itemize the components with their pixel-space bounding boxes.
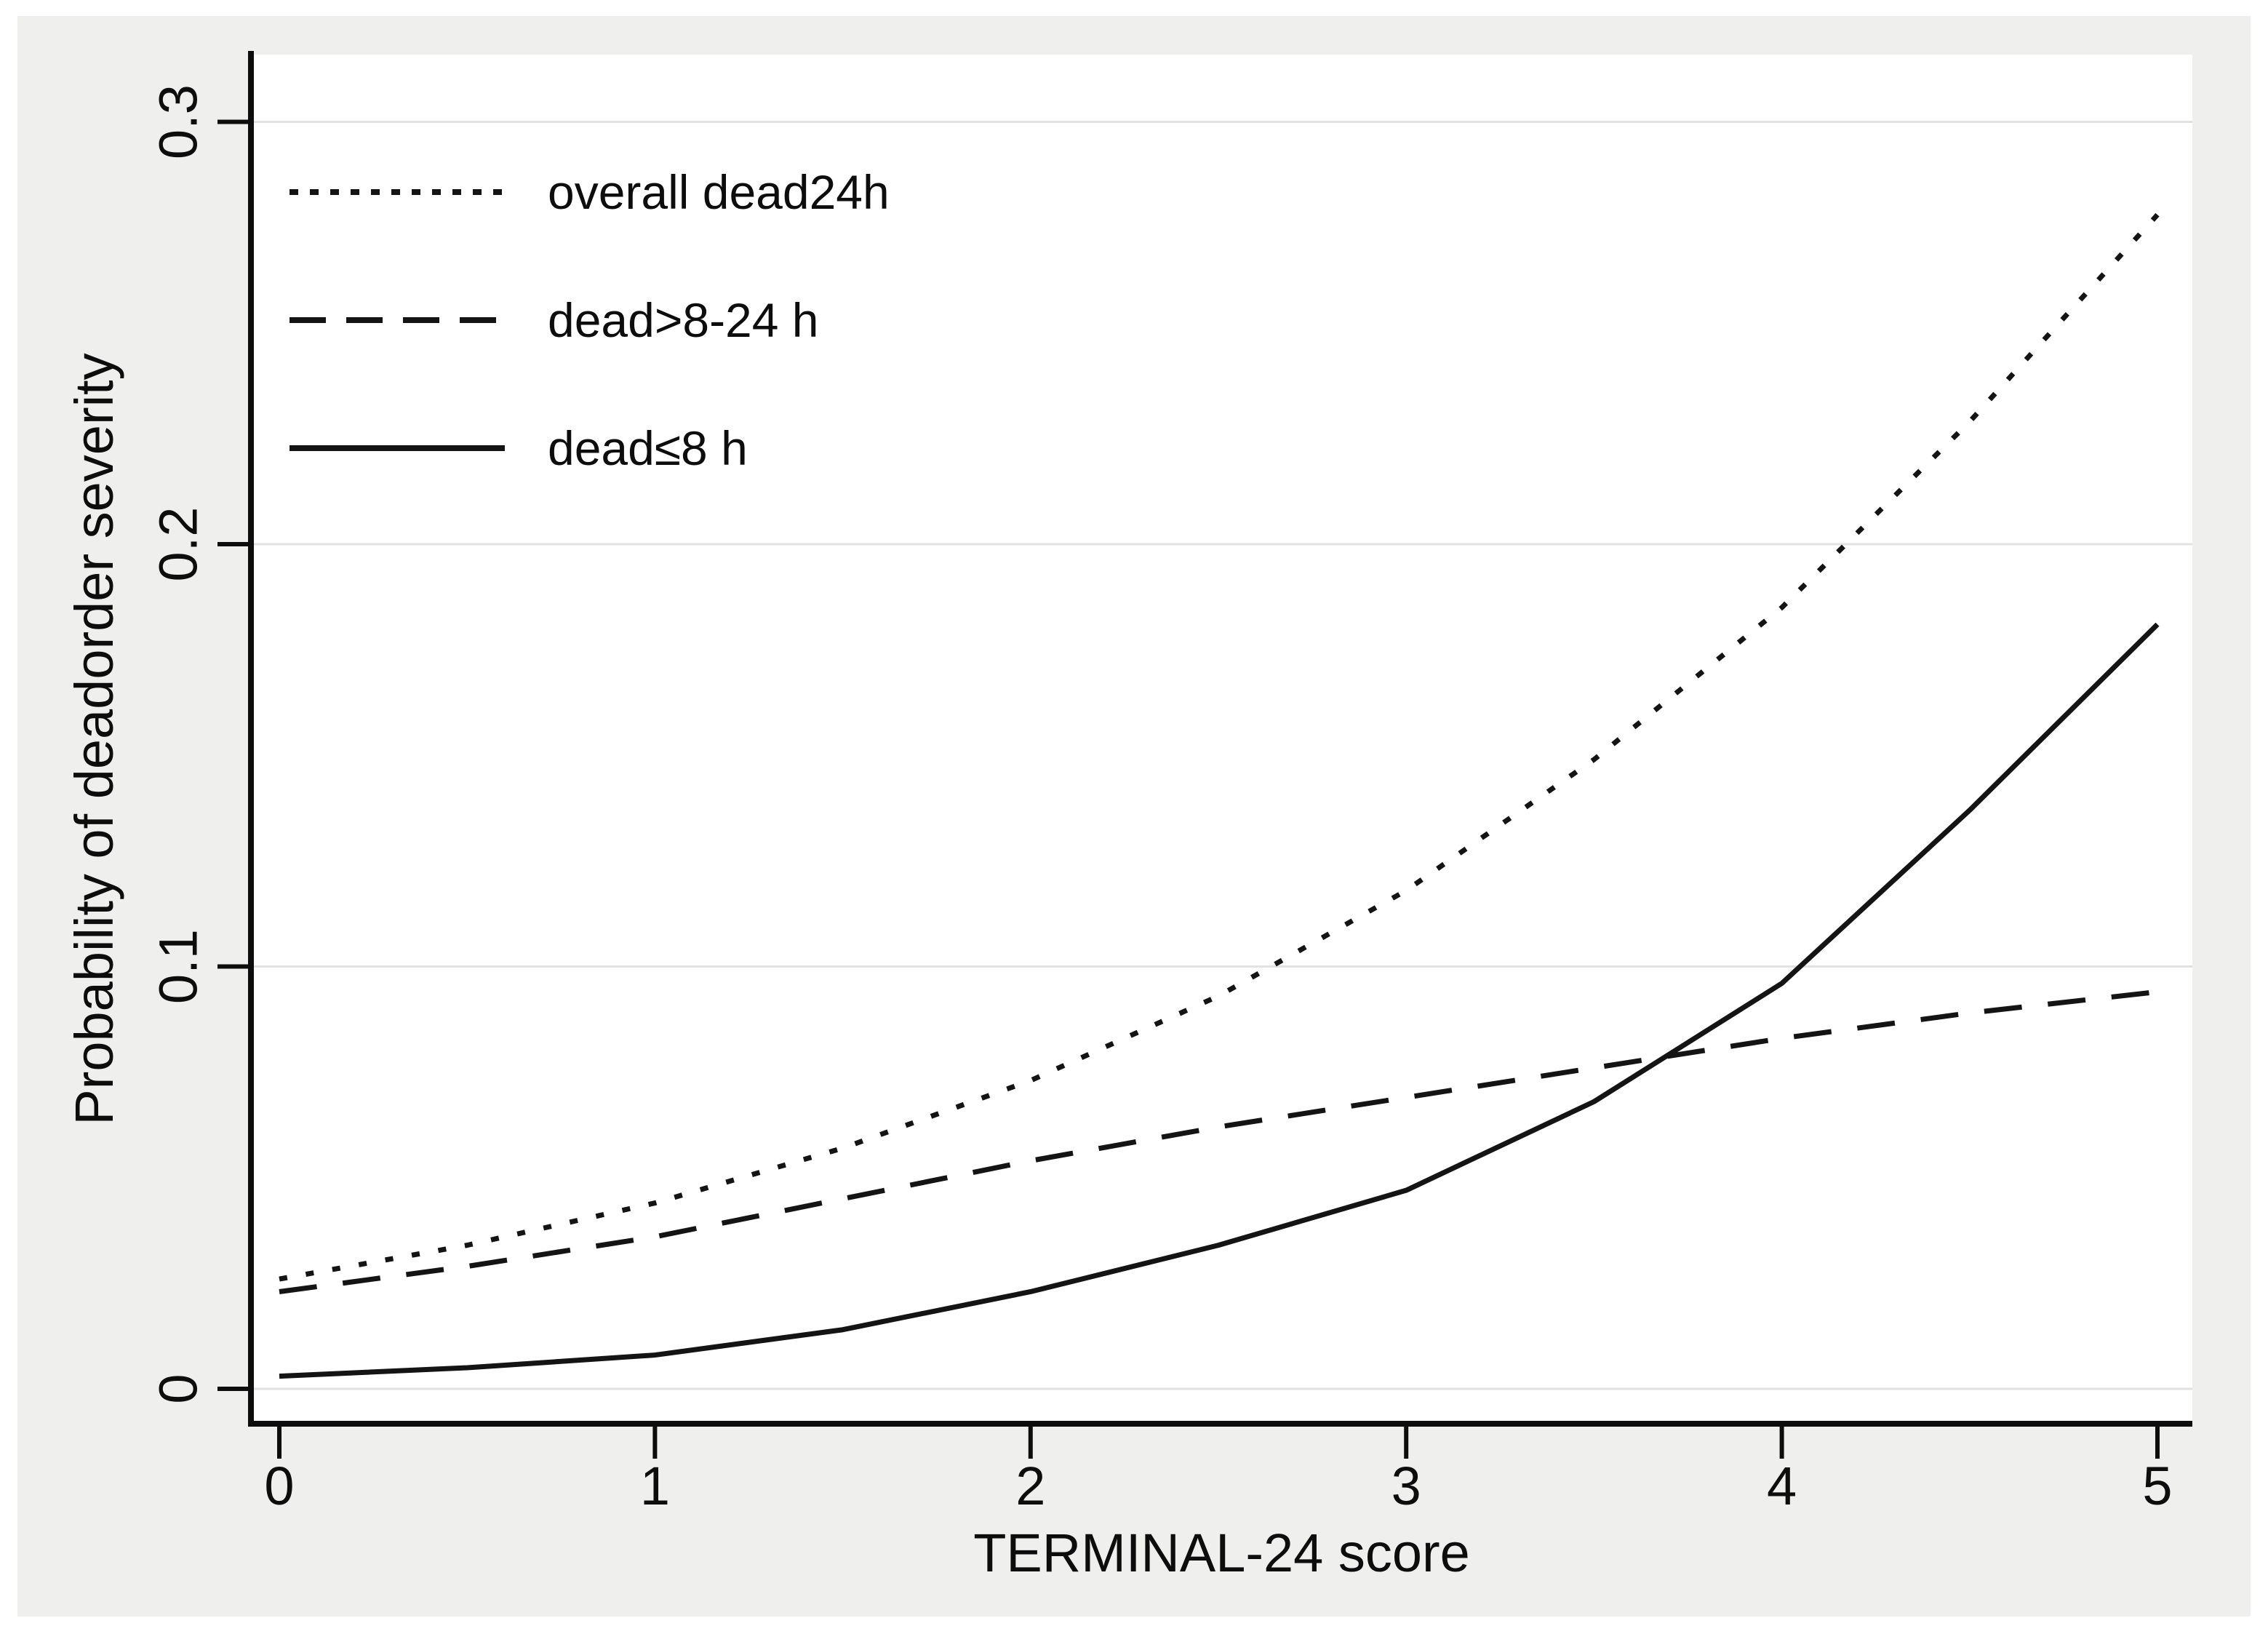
x-tick-label: 3 <box>1391 1456 1421 1516</box>
plot-area <box>251 55 2192 1424</box>
x-axis-title: TERMINAL-24 score <box>973 1523 1470 1583</box>
dashed-line-sample <box>290 317 505 323</box>
legend-label: dead>8-24 h <box>548 293 819 347</box>
y-tick-label: 0.1 <box>148 929 209 1004</box>
legend-item-overall-dead24h: overall dead24h <box>290 163 890 221</box>
x-tick-label: 1 <box>640 1456 670 1516</box>
y-axis-title: Probability of deadorder severity <box>64 353 124 1125</box>
series-line-solid <box>279 622 2160 1379</box>
dotted-line-sample <box>290 189 505 195</box>
y-tick-label: 0.3 <box>148 84 209 159</box>
y-tick-label: 0.2 <box>148 507 209 582</box>
legend-item-dead-le-8h: dead≤8 h <box>290 419 748 477</box>
x-tick-label: 5 <box>2142 1456 2172 1516</box>
solid-line-sample <box>290 445 505 451</box>
x-tick-label: 4 <box>1767 1456 1797 1516</box>
legend-item-dead-8-24h: dead>8-24 h <box>290 291 819 349</box>
legend-label: dead≤8 h <box>548 421 748 475</box>
y-tick-label: 0 <box>148 1374 209 1403</box>
x-tick-label: 2 <box>1015 1456 1045 1516</box>
legend-label: overall dead24h <box>548 165 890 219</box>
x-tick-label: 0 <box>264 1456 294 1516</box>
